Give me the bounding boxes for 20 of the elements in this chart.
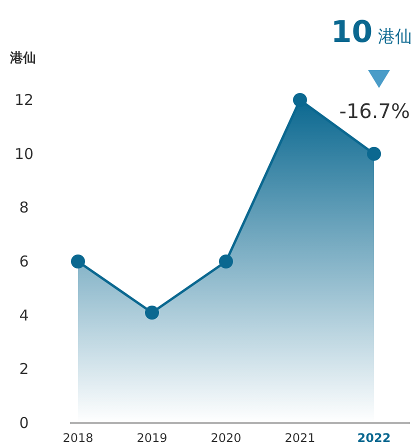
point xyxy=(219,254,233,268)
y-tick-label: 0 xyxy=(19,414,29,432)
y-axis-title: 港仙 xyxy=(9,51,36,66)
y-tick-label: 10 xyxy=(14,144,34,163)
point xyxy=(71,254,85,268)
y-tick-label: 6 xyxy=(19,252,29,270)
y-tick-label: 2 xyxy=(19,360,29,378)
y-tick-label: 4 xyxy=(19,306,29,324)
x-tick-label: 2020 xyxy=(210,431,242,445)
annotation: -16.7% xyxy=(339,99,410,123)
text: 10 港仙 xyxy=(330,15,412,50)
y-tick-label: 12 xyxy=(14,91,34,109)
x-tick-label: 2021 xyxy=(284,431,316,445)
point xyxy=(293,93,307,107)
y-tick-label: 8 xyxy=(19,198,29,217)
point xyxy=(145,306,159,320)
x-tick-label: 2019 xyxy=(136,431,168,445)
x-tick-label: 2022 xyxy=(357,431,391,445)
point xyxy=(367,146,381,161)
x-tick-label: 2018 xyxy=(62,431,94,445)
